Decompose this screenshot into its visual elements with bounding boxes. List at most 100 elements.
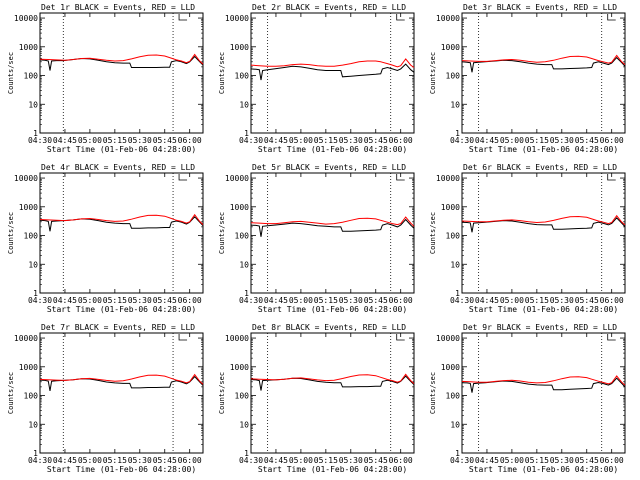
panel-title: Det 7r BLACK = Events, RED = LLD [41,323,195,332]
y-tick-label: 10 [28,100,38,109]
x-axis-title: Start Time (01-Feb-06 04:28:00) [47,305,196,314]
y-tick-label: 100 [235,392,250,401]
y-tick-label: 10000 [225,334,249,343]
y-tick-label: 1 [33,289,38,298]
y-tick-label: 1 [455,449,460,458]
x-tick-label: 05:45 [364,136,388,145]
y-tick-label: 100 [24,392,39,401]
bracket-marker [178,174,188,181]
y-tick-label: 1000 [441,43,460,52]
detector-panel: Det 7r BLACK = Events, RED = LLD 1 10 100 10… [7,323,204,474]
x-tick-label: 05:45 [575,136,599,145]
plot-frame [250,172,415,294]
y-axis-title: Counts/sec [7,52,15,94]
plot-frame [461,12,626,134]
event-rate-line [250,63,415,81]
x-tick-label: 05:45 [575,296,599,305]
lld-rate-line [461,214,626,226]
panel-title: Det 3r BLACK = Events, RED = LLD [463,3,617,12]
y-tick-label: 10 [28,420,38,429]
y-tick-label: 10000 [225,14,249,23]
x-tick-label: 05:00 [78,136,102,145]
x-tick-label: 05:00 [500,296,524,305]
x-tick-label: 04:45 [264,296,288,305]
y-tick-label: 1000 [19,363,38,372]
x-tick-label: 06:00 [600,136,624,145]
x-tick-label: 05:45 [575,456,599,465]
x-tick-label: 04:30 [239,296,263,305]
x-tick-label: 04:45 [264,456,288,465]
x-tick-label: 06:00 [600,456,624,465]
lld-rate-line [39,213,204,225]
y-tick-label: 1000 [19,43,38,52]
plot-frame [461,172,626,294]
detector-panel: Det 1r BLACK = Events, RED = LLD 1 10 100 10… [7,3,204,154]
y-tick-label: 1 [244,449,249,458]
x-tick-label: 04:30 [450,296,474,305]
plot-frame [461,332,626,454]
y-tick-label: 1000 [441,363,460,372]
y-tick-label: 10 [28,260,38,269]
panel-title: Det 9r BLACK = Events, RED = LLD [463,323,617,332]
y-tick-label: 10 [450,420,460,429]
x-tick-label: 05:30 [550,456,574,465]
x-tick-label: 05:00 [78,456,102,465]
y-tick-label: 10 [239,260,249,269]
detector-panel: Det 2r BLACK = Events, RED = LLD 1 10 100 10… [218,3,415,154]
panel-title: Det 8r BLACK = Events, RED = LLD [252,323,406,332]
y-tick-label: 1 [455,129,460,138]
x-tick-label: 06:00 [389,456,413,465]
x-tick-label: 06:00 [178,296,202,305]
x-tick-label: 05:00 [289,456,313,465]
x-tick-label: 04:45 [53,136,77,145]
y-tick-label: 10 [450,260,460,269]
event-rate-line [39,55,204,71]
y-tick-label: 10000 [14,174,38,183]
bracket-marker [178,14,188,21]
detector-panel: Det 6r BLACK = Events, RED = LLD 1 10 100 10… [429,163,626,314]
event-rate-line [39,216,204,232]
y-tick-label: 10 [239,100,249,109]
event-rate-line [250,218,415,237]
y-tick-label: 100 [24,72,39,81]
y-axis-title: Counts/sec [7,372,15,414]
x-tick-label: 04:30 [28,296,52,305]
x-tick-label: 05:45 [153,296,177,305]
bracket-marker [396,334,405,341]
y-tick-label: 100 [446,232,461,241]
x-tick-label: 05:30 [128,136,152,145]
y-axis-title: Counts/sec [218,52,226,94]
x-tick-label: 06:00 [178,456,202,465]
bracket-marker [178,334,188,341]
y-tick-label: 10 [239,420,249,429]
y-tick-label: 10000 [436,174,460,183]
event-rate-line [39,375,204,391]
x-tick-label: 05:45 [153,456,177,465]
y-axis-title: Counts/sec [218,372,226,414]
x-tick-label: 05:30 [550,136,574,145]
x-tick-label: 04:30 [28,456,52,465]
x-tick-label: 04:45 [53,296,77,305]
x-tick-label: 05:00 [289,136,313,145]
plot-frame [39,12,204,134]
bracket-marker [607,14,616,21]
x-tick-label: 05:00 [78,296,102,305]
lld-rate-line [250,58,415,68]
x-axis-title: Start Time (01-Feb-06 04:28:00) [258,305,407,314]
x-axis-title: Start Time (01-Feb-06 04:28:00) [469,305,618,314]
plot-frame [250,12,415,134]
y-tick-label: 1000 [230,363,249,372]
x-tick-label: 05:15 [314,136,338,145]
x-tick-label: 05:30 [128,456,152,465]
x-tick-label: 04:30 [450,456,474,465]
event-rate-line [461,377,626,393]
y-tick-label: 100 [24,232,39,241]
detector-panel: Det 4r BLACK = Events, RED = LLD 1 10 100 10… [7,163,204,314]
panel-title: Det 5r BLACK = Events, RED = LLD [252,163,406,172]
panel-title: Det 2r BLACK = Events, RED = LLD [252,3,406,12]
lld-rate-line [39,53,204,65]
x-tick-label: 04:30 [450,136,474,145]
x-axis-title: Start Time (01-Feb-06 04:28:00) [469,145,618,154]
y-tick-label: 10 [450,100,460,109]
y-tick-label: 1000 [230,43,249,52]
